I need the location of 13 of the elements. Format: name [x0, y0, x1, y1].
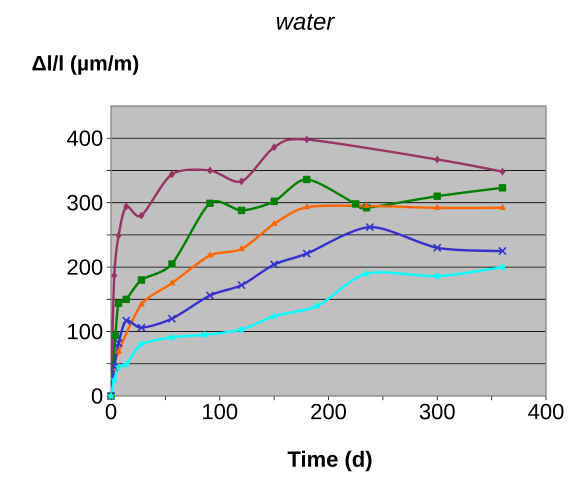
y-tick-label: 200	[68, 259, 102, 275]
y-tick-label: 100	[68, 324, 102, 340]
y-axis-title: Δl/l (µm/m)	[32, 55, 138, 75]
y-tick-label: 300	[67, 194, 102, 210]
x-tick-label: 0	[106, 404, 116, 420]
y-tick-label: 0	[92, 388, 102, 404]
x-tick-label: 100	[203, 404, 238, 420]
x-axis-title: Time (d)	[288, 450, 372, 472]
x-tick-label: 300	[420, 404, 455, 420]
x-tick-label: 400	[528, 404, 564, 420]
chart-title: water	[276, 14, 336, 30]
x-tick-label: 200	[311, 404, 346, 420]
y-tick-label: 400	[67, 130, 102, 146]
